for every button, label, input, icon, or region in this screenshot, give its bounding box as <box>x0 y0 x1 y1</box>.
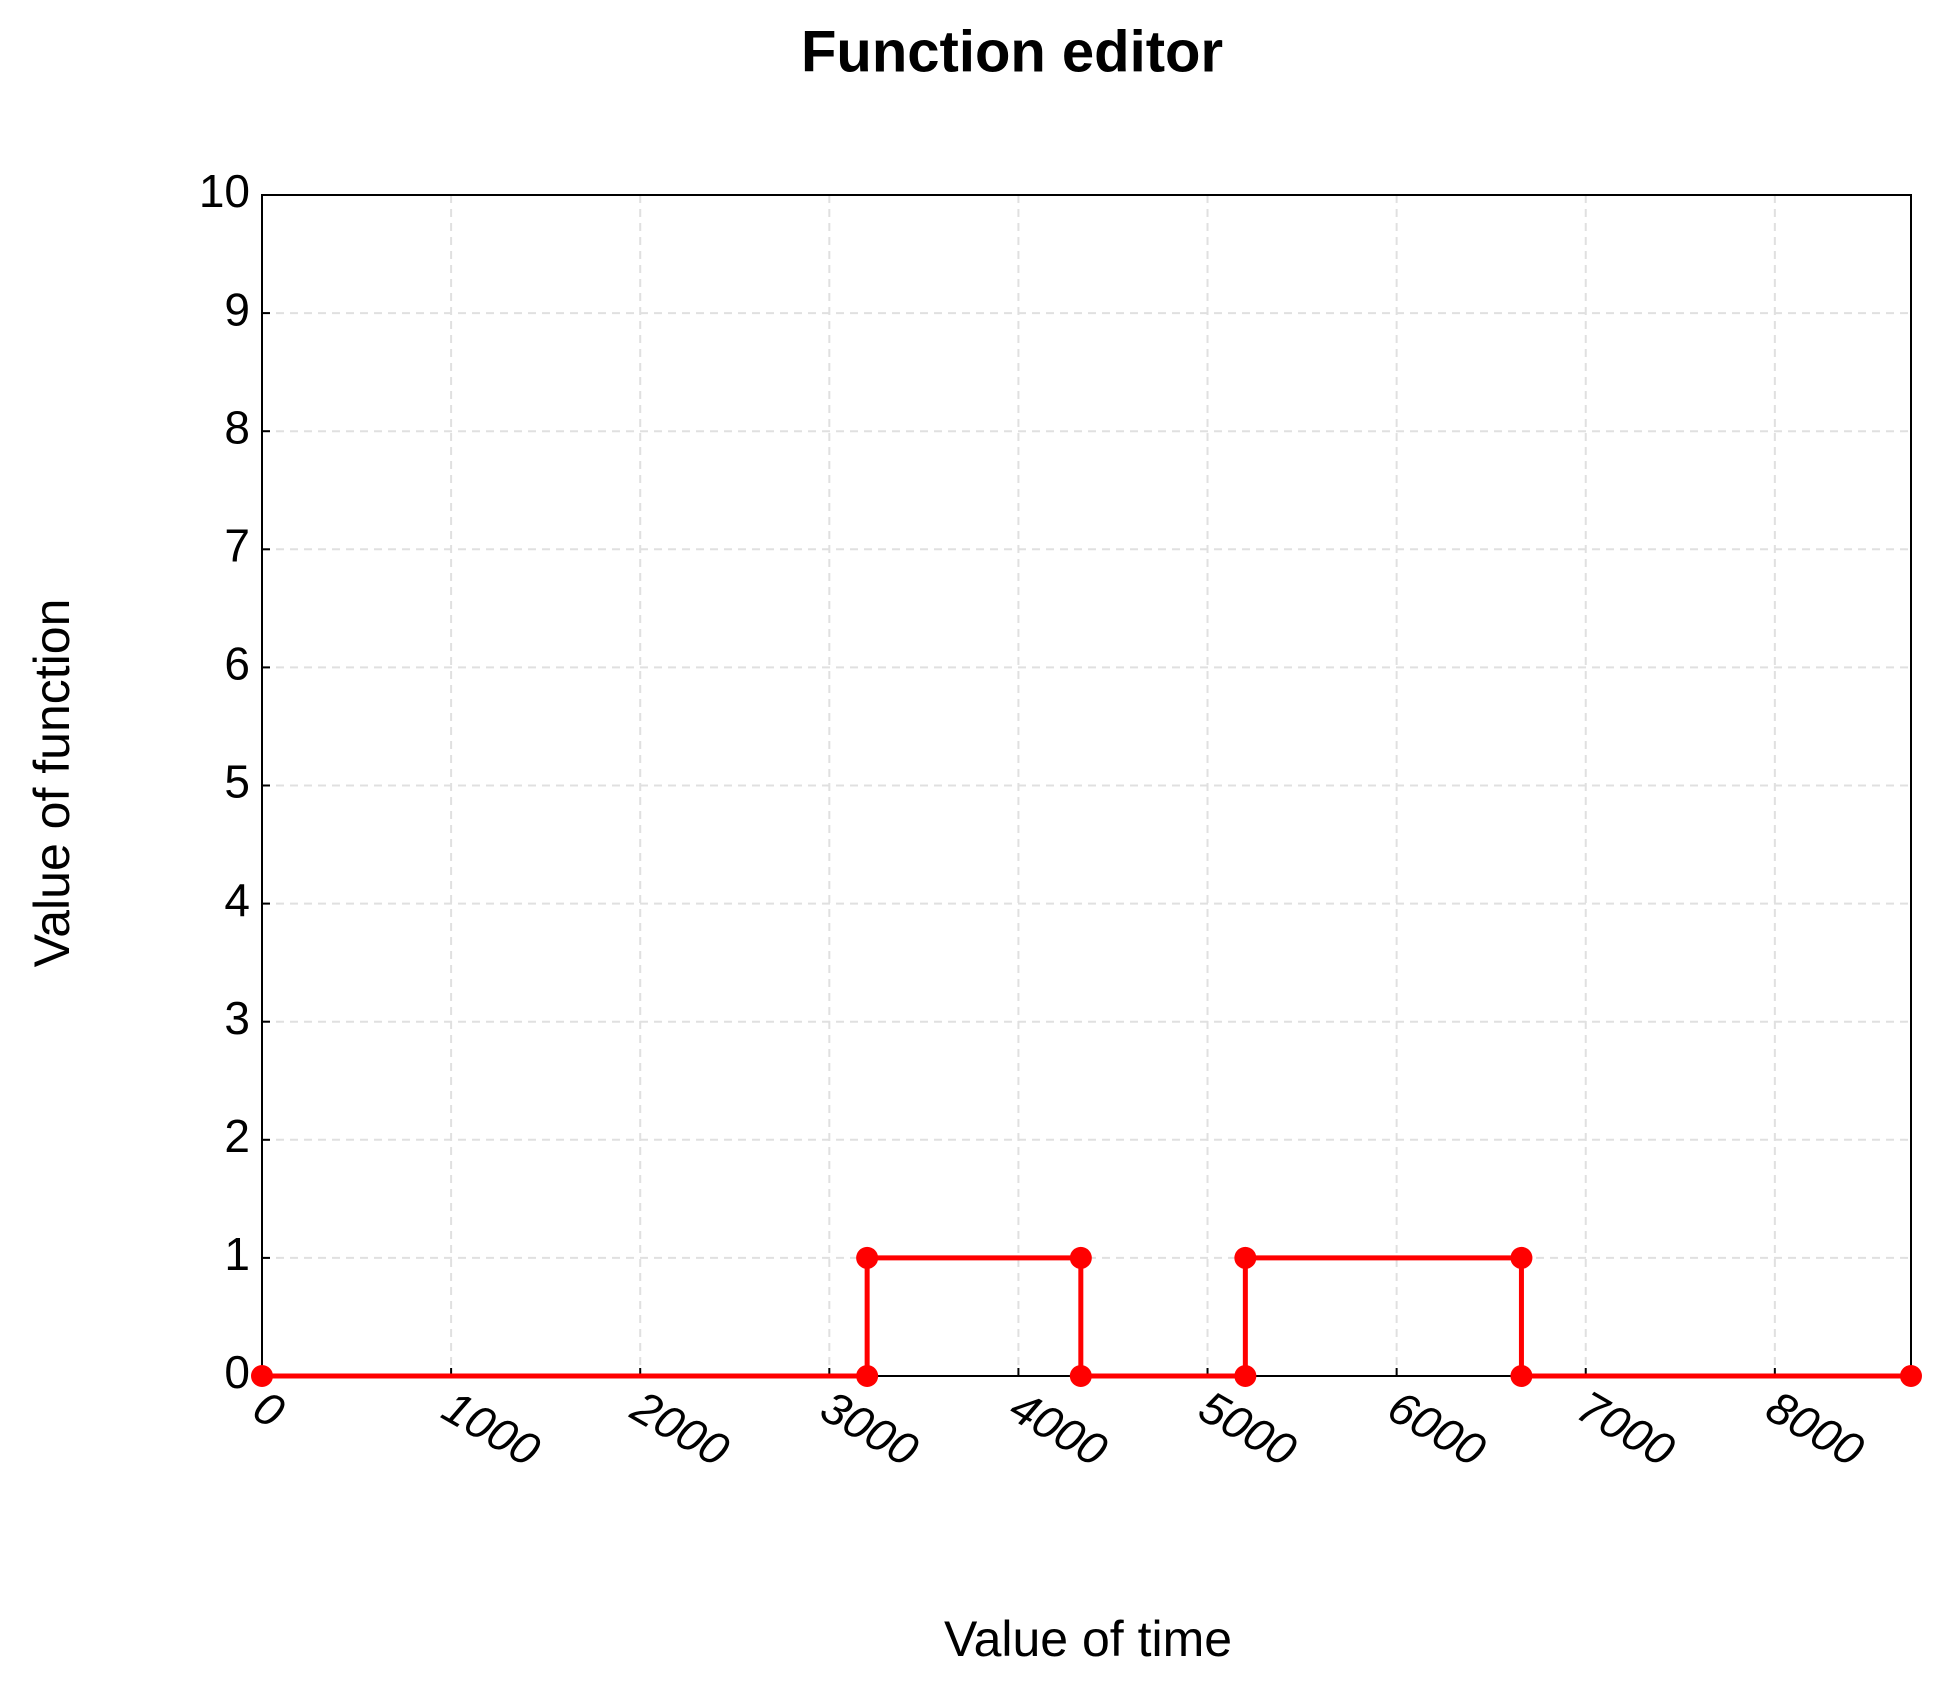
y-tick-label: 10 <box>199 165 250 217</box>
y-tick-label: 4 <box>224 874 250 926</box>
x-axis-label: Value of time <box>944 1611 1232 1667</box>
data-point <box>1900 1365 1922 1387</box>
y-tick-label: 5 <box>224 756 250 808</box>
x-tick-label: 4000 <box>1001 1380 1116 1476</box>
x-tick-label: 5000 <box>1190 1380 1305 1476</box>
x-tick-label: 0 <box>245 1380 294 1438</box>
y-tick-label: 8 <box>224 401 250 453</box>
y-axis-label: Value of function <box>24 599 80 968</box>
data-point <box>856 1365 879 1387</box>
chart-title: Function editor <box>801 19 1223 84</box>
y-tick-label: 0 <box>224 1346 250 1398</box>
data-point <box>1069 1365 1092 1387</box>
x-tick-label: 8000 <box>1758 1380 1873 1476</box>
y-tick-label: 2 <box>224 1110 250 1162</box>
x-tick-label: 1000 <box>434 1380 549 1476</box>
data-point <box>1510 1365 1533 1387</box>
data-point <box>1234 1246 1257 1269</box>
x-tick-label: 2000 <box>622 1380 738 1477</box>
data-point <box>1069 1246 1092 1269</box>
y-tick-label: 7 <box>224 519 250 571</box>
y-tick-label: 9 <box>224 283 250 335</box>
y-tick-label: 1 <box>224 1228 250 1280</box>
data-point <box>856 1246 879 1269</box>
x-tick-label: 3000 <box>812 1380 927 1476</box>
x-tick-label: 6000 <box>1380 1380 1495 1476</box>
y-tick-label: 3 <box>224 992 250 1044</box>
data-point <box>251 1365 273 1387</box>
x-tick-label: 7000 <box>1569 1380 1684 1476</box>
series-line <box>262 1255 1911 1379</box>
data-point <box>1510 1246 1533 1269</box>
y-tick-label: 6 <box>224 638 250 690</box>
data-point <box>1234 1365 1257 1387</box>
